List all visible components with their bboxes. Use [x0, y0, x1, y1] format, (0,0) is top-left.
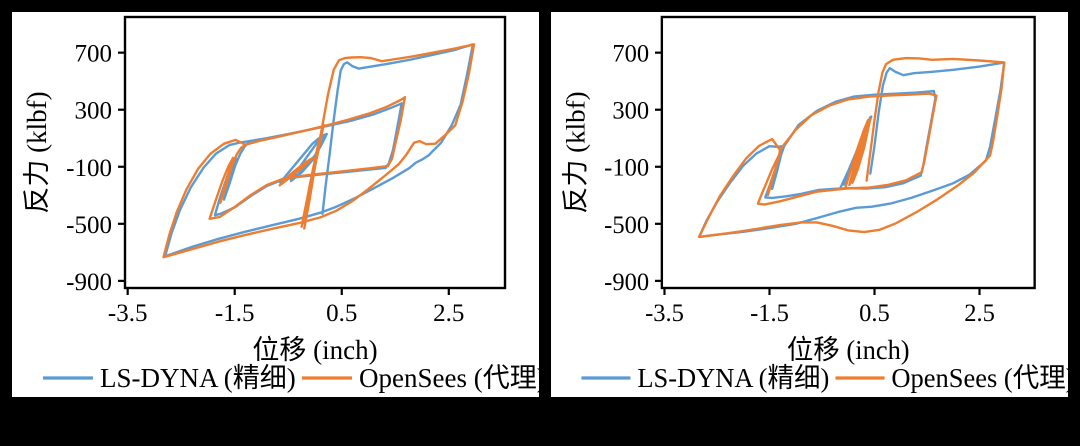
series-curve-ls-dyna: [697, 61, 1006, 239]
y-tick-label: -100: [604, 155, 649, 182]
legend-label: OpenSees (代理): [359, 363, 539, 393]
y-tick-label: -500: [604, 212, 649, 239]
y-tick-label: 300: [75, 98, 113, 125]
x-axis-title: 位移 (inch): [252, 335, 377, 365]
hysteresis-chart-left: -3.5 -1.5 0.5 2.5 700 300 -100 -500 -900 位移 (inch…: [22, 15, 539, 393]
series-curve-opensees: [697, 56, 1006, 239]
y-axis-title: 反力 (klbf): [22, 91, 52, 213]
y-tick-label: 700: [75, 41, 113, 68]
y-tick-label: -500: [66, 212, 112, 239]
series-curve-opensees: [208, 95, 407, 221]
x-tick-label: -1.5: [215, 300, 255, 327]
x-tick-label: 0.5: [859, 300, 890, 327]
left-chart-panel: -3.5 -1.5 0.5 2.5 700 300 -100 -500 -900 位移 (inch…: [12, 12, 539, 397]
series-curve-ls-dyna: [163, 43, 475, 258]
legend-label: LS-DYNA (精细): [637, 363, 829, 393]
y-tick-label: -100: [66, 155, 112, 182]
right-chart-panel: -3.5 -1.5 0.5 2.5 700 300 -100 -500 -900 位移 (inch…: [551, 12, 1068, 397]
y-axis-title: 反力 (klbf): [561, 91, 591, 213]
x-tick-label: 0.5: [326, 300, 357, 327]
x-axis-title: 位移 (inch): [787, 335, 910, 365]
legend-label: OpenSees (代理): [891, 363, 1068, 393]
x-tick-label: -3.5: [645, 300, 684, 327]
y-tick-label: 300: [612, 98, 649, 125]
plot-frame: [660, 15, 1036, 290]
series-curve-opensees: [844, 117, 872, 189]
x-tick-label: 2.5: [433, 300, 464, 327]
y-tick-label: -900: [66, 269, 112, 296]
x-tick-label: -3.5: [108, 300, 148, 327]
x-tick-label: 2.5: [964, 300, 995, 327]
y-tick-label: 700: [612, 40, 649, 67]
hysteresis-chart-right: -3.5 -1.5 0.5 2.5 700 300 -100 -500 -900 位移 (inch…: [561, 15, 1068, 393]
series-curve-opensees: [756, 92, 938, 206]
plot-frame: [123, 15, 507, 290]
x-tick-label: -1.5: [750, 300, 789, 327]
y-tick-label: -900: [604, 269, 649, 296]
series-curve-opensees: [162, 43, 476, 259]
legend-label: LS-DYNA (精细): [100, 363, 296, 393]
